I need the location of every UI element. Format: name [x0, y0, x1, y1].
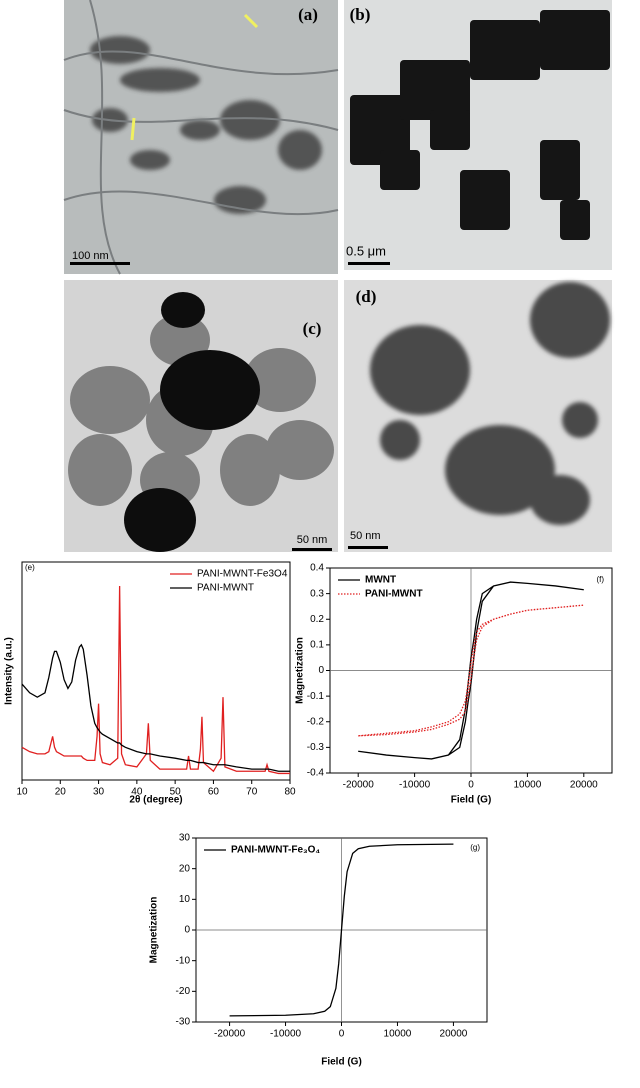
y-tick-label: 0	[318, 665, 324, 676]
y-tick-label: 0	[184, 925, 190, 936]
tem-image-d	[344, 280, 612, 552]
y-tick-label: 20	[179, 863, 191, 874]
legend-label: PANI-MWNT-Fe3O4	[197, 569, 288, 580]
series-line	[358, 604, 584, 737]
x-tick-label: 20	[55, 787, 67, 798]
scale-bar-label: 100 nm	[72, 250, 109, 262]
y-tick-label: 10	[179, 894, 191, 905]
series-line	[229, 843, 454, 1017]
legend-label: PANI-MWNT-Fe₃O₄	[231, 845, 320, 856]
plot-frame	[21, 561, 291, 781]
y-tick-label: 0.3	[310, 588, 324, 599]
x-axis-label: Field (G)	[321, 1057, 362, 1068]
x-tick-label: 0	[468, 780, 474, 791]
y-tick-label: 0.4	[310, 563, 324, 574]
image-label: (b)	[350, 5, 371, 24]
series-line	[21, 585, 290, 775]
y-axis-label: Magnetization	[295, 637, 306, 704]
y-tick-label: -0.1	[307, 691, 325, 702]
x-tick-label: 40	[131, 787, 143, 798]
y-axis-label: Magnetization	[149, 897, 160, 964]
x-axis-label: Field (G)	[451, 795, 492, 806]
panel-label: (f)	[596, 575, 604, 584]
x-tick-label: -20000	[343, 780, 375, 791]
x-tick-label: 60	[208, 787, 220, 798]
panel-label: (g)	[470, 843, 480, 852]
x-axis-label: 2θ (degree)	[129, 795, 182, 806]
x-tick-label: 20000	[440, 1029, 468, 1040]
image-label: (d)	[356, 287, 377, 306]
tem-image-c	[64, 280, 338, 552]
x-tick-label: 50	[170, 787, 182, 798]
y-tick-label: -0.4	[307, 768, 325, 779]
y-tick-label: 0.2	[310, 614, 324, 625]
x-tick-label: 0	[339, 1029, 345, 1040]
series-line	[21, 643, 290, 772]
legend-label: PANI-MWNT	[365, 589, 423, 600]
x-tick-label: 10000	[513, 780, 541, 791]
y-tick-label: 0.1	[310, 640, 324, 651]
y-axis-label: Intensity (a.u.)	[4, 637, 15, 705]
scale-bar-label: 50 nm	[350, 530, 381, 542]
legend-label: MWNT	[365, 575, 396, 586]
x-tick-label: -10000	[399, 780, 431, 791]
tem-image-b	[344, 0, 612, 270]
scale-bar-label: 50 nm	[297, 534, 328, 546]
x-tick-label: 80	[284, 787, 296, 798]
y-tick-label: 30	[179, 833, 191, 844]
legend-label: PANI-MWNT	[197, 583, 254, 594]
y-tick-label: -30	[176, 1017, 191, 1028]
image-label: (c)	[303, 319, 322, 338]
x-tick-label: 70	[246, 787, 258, 798]
panel-label: (e)	[25, 563, 35, 572]
x-tick-label: 10	[16, 787, 28, 798]
image-label: (a)	[298, 5, 318, 24]
x-tick-label: -10000	[270, 1029, 302, 1040]
x-tick-label: 30	[93, 787, 105, 798]
scale-bar-label: 0.5 μm	[346, 243, 386, 258]
x-tick-label: -20000	[214, 1029, 246, 1040]
series-line	[358, 581, 584, 760]
y-tick-label: -20	[176, 986, 191, 997]
y-tick-label: -0.2	[307, 716, 325, 727]
y-tick-label: -0.3	[307, 742, 325, 753]
y-tick-label: -10	[176, 955, 191, 966]
tem-image-a	[63, 0, 339, 275]
x-tick-label: 10000	[384, 1029, 412, 1040]
x-tick-label: 20000	[570, 780, 598, 791]
